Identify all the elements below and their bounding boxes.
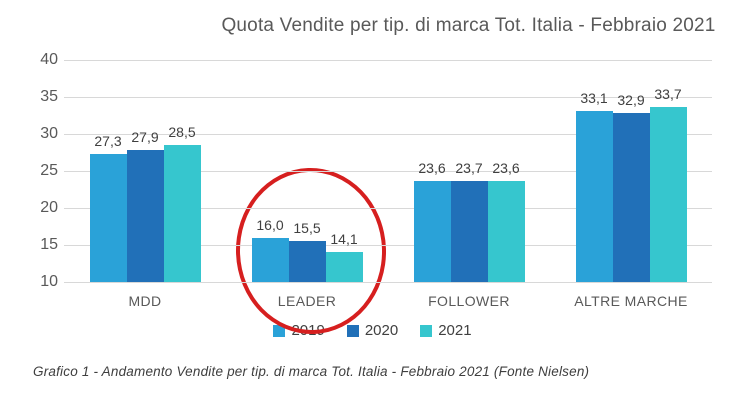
bar-value-label: 16,0 bbox=[256, 216, 284, 233]
legend-item: 2019 bbox=[273, 322, 325, 339]
gridline bbox=[64, 170, 712, 172]
x-axis-category-label: MDD bbox=[128, 293, 162, 309]
bar-2019 bbox=[413, 181, 451, 282]
y-axis-tick-label: 10 bbox=[40, 273, 58, 290]
x-axis-category-label: LEADER bbox=[277, 293, 337, 309]
y-axis-tick-label: 30 bbox=[40, 125, 58, 142]
chart-title: Quota Vendite per tip. di marca Tot. Ita… bbox=[221, 15, 716, 36]
legend-item: 2020 bbox=[346, 322, 399, 339]
bar-2019 bbox=[251, 237, 289, 282]
y-axis-tick-label: 40 bbox=[40, 51, 58, 68]
bar-value-label: 33,7 bbox=[654, 85, 682, 102]
gridline bbox=[64, 59, 712, 61]
bar-value-label: 33,1 bbox=[580, 90, 608, 107]
bar-value-label: 23,6 bbox=[418, 160, 446, 177]
bar-2020 bbox=[126, 149, 164, 282]
bar-2020 bbox=[450, 180, 488, 282]
bar-value-label: 15,5 bbox=[293, 220, 321, 237]
bar-value-label: 23,7 bbox=[455, 159, 483, 176]
legend-item: 2021 bbox=[420, 322, 472, 339]
bar-2021 bbox=[487, 181, 525, 282]
y-axis-tick-label: 15 bbox=[40, 236, 58, 253]
bar-2019 bbox=[89, 153, 127, 282]
x-axis-category-label: FOLLOWER bbox=[428, 293, 510, 309]
legend-label: 2021 bbox=[438, 322, 472, 339]
bar-value-label: 27,9 bbox=[131, 128, 159, 145]
bar-value-label: 23,6 bbox=[492, 160, 520, 177]
bar-2021 bbox=[649, 106, 687, 282]
legend-label: 2020 bbox=[364, 322, 399, 339]
bar-value-label: 14,1 bbox=[330, 230, 358, 247]
y-axis-tick-label: 35 bbox=[40, 88, 58, 105]
y-axis-tick-label: 25 bbox=[40, 162, 58, 179]
gridline bbox=[64, 96, 712, 98]
legend-swatch bbox=[346, 324, 359, 337]
legend-label: 2019 bbox=[291, 322, 325, 339]
gridline bbox=[64, 281, 712, 283]
y-axis-tick-label: 20 bbox=[40, 199, 58, 216]
bar-2021 bbox=[163, 145, 201, 282]
chart-legend: 2019 2020 2021 bbox=[24, 322, 721, 339]
bar-value-label: 28,5 bbox=[168, 124, 196, 141]
bar-2020 bbox=[612, 112, 650, 282]
bar-2021 bbox=[325, 251, 363, 282]
bar-2019 bbox=[575, 111, 613, 282]
gridline bbox=[64, 133, 712, 135]
gridline bbox=[64, 244, 712, 246]
legend-swatch bbox=[420, 324, 433, 337]
x-axis-category-label: ALTRE MARCHE bbox=[574, 293, 688, 309]
legend-swatch bbox=[273, 324, 286, 337]
figure-caption: Grafico 1 - Andamento Vendite per tip. d… bbox=[33, 364, 590, 379]
bar-value-label: 27,3 bbox=[94, 132, 122, 149]
bar-2020 bbox=[288, 241, 326, 282]
bar-value-label: 32,9 bbox=[617, 91, 645, 108]
gridline bbox=[64, 207, 712, 209]
